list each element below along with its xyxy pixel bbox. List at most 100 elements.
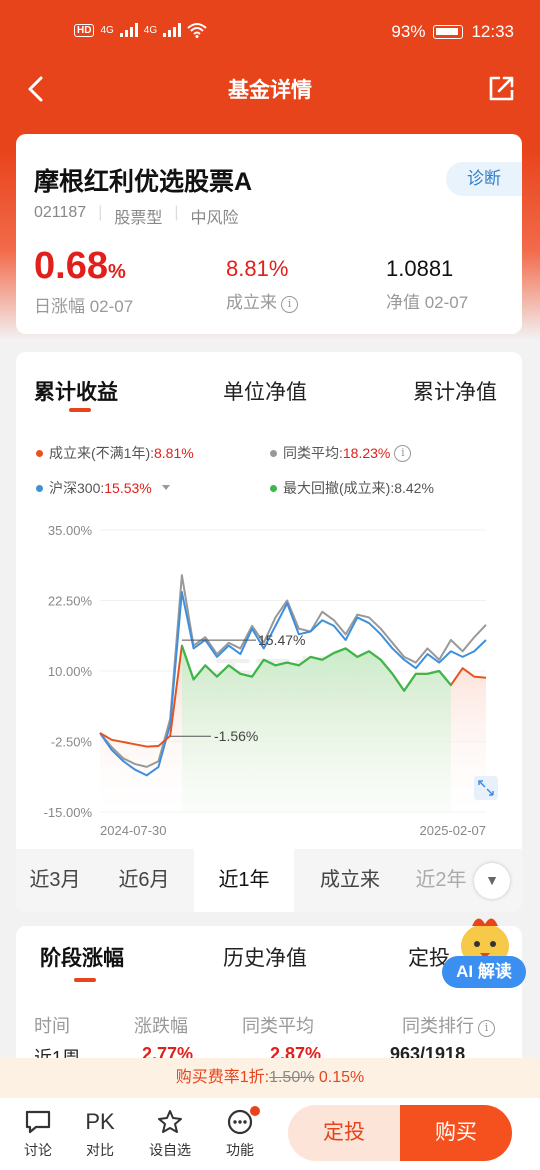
nav-stat: 1.0881 净值 02-07: [386, 256, 468, 313]
legend-index[interactable]: 沪深300: 15.53%: [36, 478, 176, 498]
share-icon[interactable]: [486, 74, 516, 104]
ai-interpret-button[interactable]: AI 解读: [442, 956, 526, 988]
info-icon[interactable]: i: [478, 1020, 495, 1037]
back-arrow-icon[interactable]: [22, 74, 52, 104]
y-tick-label: 22.50%: [48, 594, 93, 609]
legend-peer-label: 同类平均:: [283, 445, 343, 461]
info-icon[interactable]: i: [394, 444, 412, 462]
active-tab-indicator: [74, 978, 96, 982]
legend-dot-index: [36, 484, 43, 492]
discuss-label: 讨论: [24, 1142, 52, 1158]
line-drawdown: [180, 645, 452, 692]
header-change: 涨跌幅: [134, 1016, 188, 1036]
notification-dot: [250, 1106, 260, 1116]
active-tab-indicator: [69, 408, 91, 412]
tab-fixed-invest[interactable]: 定投: [408, 947, 450, 970]
fund-code: 021187: [34, 204, 87, 221]
expand-icon[interactable]: [474, 776, 498, 800]
diagnose-button[interactable]: 诊断: [446, 162, 522, 196]
legend-index-value: 15.53%: [104, 480, 152, 496]
compare-label: 对比: [86, 1142, 114, 1158]
y-tick-label: -15.00%: [44, 805, 93, 820]
expand-arrows: [478, 780, 494, 796]
header-peer-rank: 同类排行 i: [402, 1012, 495, 1038]
discuss-button[interactable]: 讨论: [10, 1108, 66, 1160]
chart-tabs: 累计收益 单位净值 累计净值: [16, 376, 522, 426]
star-icon: [158, 1110, 182, 1133]
nav-bar: 基金详情: [0, 66, 540, 110]
fee-original: 1.50%: [269, 1069, 315, 1086]
period-2y[interactable]: 近2年: [415, 869, 467, 891]
period-6m[interactable]: 近6月: [118, 869, 170, 891]
legend-peer: 同类平均: 18.23% i: [270, 443, 412, 463]
meta-divider: |: [98, 204, 103, 221]
header-time: 时间: [34, 1016, 70, 1036]
legend-drawdown: 最大回撤(成立来): 8.42%: [270, 478, 434, 498]
caret-down-icon[interactable]: [156, 482, 176, 494]
tab-unit-nav[interactable]: 单位净值: [223, 381, 307, 404]
more-dots-icon: [227, 1109, 253, 1135]
daily-change-unit: %: [107, 261, 126, 283]
network-label-2: 4G: [143, 24, 158, 36]
period-3m[interactable]: 近3月: [29, 869, 81, 891]
header-peer-rank-label: 同类排行: [402, 1016, 474, 1036]
since-inception-stat[interactable]: 8.81% 成立来 i: [226, 256, 298, 313]
watch-label: 设自选: [149, 1142, 191, 1158]
period-1y[interactable]: 近1年: [194, 849, 294, 912]
performance-chart-card: 累计收益 单位净值 累计净值 成立来(不满1年): 8.81% 同类平均: 18…: [16, 352, 522, 912]
legend-fund-value: 8.81%: [154, 445, 194, 461]
x-tick-label: 2024-07-30: [100, 823, 167, 838]
legend-peer-value: 18.23%: [342, 445, 391, 461]
compare-button[interactable]: PK 对比: [72, 1108, 128, 1160]
meta-divider: |: [174, 204, 179, 221]
buy-button[interactable]: 购买: [400, 1105, 512, 1161]
daily-change-stat: 0.68% 日涨幅 02-07: [34, 246, 133, 317]
nav-label: 净值 02-07: [386, 293, 469, 312]
header-peer-avg: 同类平均: [242, 1016, 314, 1036]
chevron-down-icon[interactable]: ▼: [474, 863, 510, 899]
fee-current: 0.15%: [318, 1069, 365, 1086]
nav-value: 1.0881: [386, 256, 454, 281]
tab-cumulative-nav[interactable]: 累计净值: [413, 381, 497, 404]
signal-icon-2: [163, 23, 182, 37]
line-沪深300: [99, 591, 487, 777]
fee-prefix: 购买费率1折:: [175, 1069, 270, 1086]
tab-cumulative-return[interactable]: 累计收益: [34, 381, 118, 404]
fund-risk: 中风险: [190, 210, 239, 227]
period-since-inception[interactable]: 成立来: [320, 869, 380, 891]
add-watchlist-button[interactable]: 设自选: [142, 1108, 198, 1160]
tab-stage-returns[interactable]: 阶段涨幅: [40, 947, 124, 970]
fund-summary-card: 摩根红利优选股票A 诊断 021187 | 股票型 | 中风险 0.68% 日涨…: [16, 134, 522, 334]
pk-icon: PK: [85, 1109, 115, 1134]
x-tick-label: 2025-02-07: [420, 823, 487, 838]
functions-label: 功能: [226, 1142, 254, 1158]
status-left: HD 4G 4G: [74, 22, 207, 38]
y-tick-label: -2.50%: [51, 735, 93, 750]
fund-meta: 021187 | 股票型 | 中风险: [34, 204, 239, 228]
daily-change-label: 日涨幅 02-07: [34, 297, 134, 316]
functions-button[interactable]: 功能: [212, 1106, 268, 1160]
wifi-icon: [187, 23, 207, 38]
battery-icon: [433, 25, 464, 39]
fixed-invest-button[interactable]: 定投: [288, 1105, 400, 1161]
period-selector: 近3月 近6月 近1年 成立来 近2年 ▼: [16, 849, 522, 912]
fund-name: 摩根红利优选股票A: [34, 168, 253, 196]
chat-bubble-icon: [25, 1110, 51, 1134]
legend-dot-peer: [270, 449, 277, 457]
since-inception-label: 成立来: [226, 293, 277, 312]
tab-history-nav[interactable]: 历史净值: [223, 947, 307, 970]
status-bar: HD 4G 4G 93% 12:33: [0, 0, 540, 66]
y-tick-label: 35.00%: [48, 523, 93, 538]
legend-dot-drawdown: [270, 484, 277, 492]
return-line-chart[interactable]: 35.00%22.50%10.00%-2.50%-15.00%天天基金15.47…: [16, 512, 522, 842]
battery-percent: 93%: [391, 22, 426, 41]
legend-dot-fund: [36, 449, 43, 457]
annotation-label: 15.47%: [258, 632, 305, 648]
legend-drawdown-value: 8.42%: [394, 480, 434, 496]
legend-fund: 成立来(不满1年): 8.81%: [36, 443, 194, 463]
legend-index-label: 沪深300:: [49, 480, 105, 496]
page-title: 基金详情: [228, 79, 312, 102]
hd-icon: HD: [74, 23, 95, 37]
info-icon[interactable]: i: [281, 296, 298, 313]
